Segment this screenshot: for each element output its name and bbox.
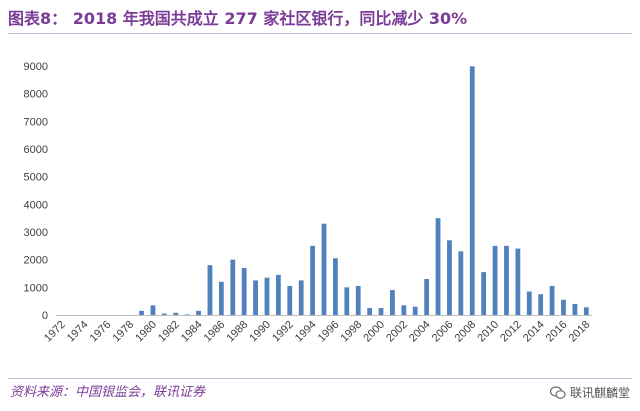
x-tick-label: 2004 (407, 319, 433, 345)
watermark-text: 联讯麒麟堂 (569, 386, 630, 400)
x-tick-label: 1988 (224, 319, 250, 345)
bar-1991 (275, 274, 281, 315)
bar-2018 (583, 307, 589, 315)
x-tick-label: 1990 (247, 319, 273, 345)
x-tick-label: 2000 (361, 319, 387, 345)
bar-1999 (367, 308, 373, 315)
bar-1997 (344, 287, 350, 315)
chart-title: 图表8： 2018 年我国共成立 277 家社区银行，同比减少 30% (8, 9, 468, 28)
x-tick-label: 2002 (384, 319, 410, 345)
x-tick-label: 1976 (88, 319, 114, 345)
bar-2015 (549, 285, 555, 315)
bar-2008 (469, 66, 475, 315)
x-tick-label: 1996 (316, 319, 342, 345)
x-tick-label: 1974 (65, 319, 91, 345)
bar-1984 (196, 310, 201, 315)
bar-1994 (310, 245, 315, 315)
bar-2017 (572, 303, 578, 315)
bar-1992 (287, 285, 293, 315)
bar-1990 (264, 277, 270, 315)
watermark: 联讯麒麟堂 (549, 382, 630, 404)
y-tick-label: 3000 (24, 227, 48, 239)
bar-series (139, 66, 589, 315)
bar-1986 (218, 281, 224, 315)
x-tick-label: 1986 (202, 319, 228, 345)
bar-1988 (241, 267, 247, 315)
bar-chart: 0 1000 2000 3000 4000 5000 6000 7000 8000 9000 19… (24, 61, 593, 345)
x-tick-label: 2010 (475, 319, 501, 345)
source-note: 资料来源：中国银监会，联讯证券 (10, 385, 206, 400)
y-tick-label: 6000 (24, 144, 48, 156)
x-tick-label: 2012 (498, 319, 524, 345)
bar-2006 (447, 240, 452, 315)
x-tick-label: 1992 (270, 319, 296, 345)
x-tick-label: 1982 (156, 319, 182, 345)
bar-2009 (481, 272, 487, 315)
bar-1987 (230, 259, 236, 315)
y-tick-label: 1000 (24, 282, 48, 294)
bar-2011 (504, 245, 509, 315)
bar-2002 (401, 305, 407, 315)
bar-1996 (333, 258, 338, 315)
x-tick-label: 1972 (42, 319, 68, 345)
y-axis-ticks: 0 1000 2000 3000 4000 5000 6000 7000 8000 9000 (24, 61, 48, 322)
x-tick-label: 1984 (179, 319, 205, 345)
x-tick-label: 1978 (110, 319, 136, 345)
y-tick-label: 8000 (24, 89, 48, 101)
bar-2000 (378, 308, 384, 315)
x-tick-label: 1998 (339, 319, 365, 345)
bar-2016 (561, 299, 566, 315)
x-tick-label: 2006 (430, 319, 456, 345)
bar-1989 (253, 280, 258, 315)
x-tick-label: 1980 (133, 319, 159, 345)
bar-2005 (435, 218, 441, 315)
y-tick-label: 9000 (24, 61, 48, 73)
x-tick-label: 2018 (567, 319, 593, 345)
source-divider (8, 378, 632, 379)
bar-2012 (515, 248, 521, 315)
bar-2007 (458, 251, 464, 315)
x-tick-label: 2014 (521, 319, 547, 345)
y-tick-label: 7000 (24, 116, 48, 128)
bar-2013 (526, 291, 532, 315)
bar-2001 (390, 290, 395, 315)
x-tick-label: 2008 (453, 319, 479, 345)
y-tick-label: 5000 (24, 172, 48, 184)
bar-1980 (150, 305, 156, 315)
bar-2003 (412, 306, 418, 315)
x-axis-ticks: 1972197419761978198019821984198619881990… (42, 319, 592, 345)
bar-1995 (321, 223, 327, 315)
bar-1982 (173, 312, 179, 315)
bar-2010 (492, 245, 498, 315)
bar-1983 (184, 314, 190, 315)
bar-1985 (207, 265, 213, 315)
bar-2004 (424, 279, 430, 315)
bar-1998 (355, 285, 361, 315)
bar-2014 (538, 294, 544, 315)
y-tick-label: 0 (42, 310, 48, 322)
wechat-icon (549, 386, 566, 399)
y-tick-label: 2000 (24, 255, 48, 267)
title-divider (8, 33, 632, 34)
y-tick-label: 4000 (24, 199, 48, 211)
x-tick-label: 1994 (293, 319, 319, 345)
bar-1981 (161, 313, 167, 315)
x-tick-label: 2016 (544, 319, 570, 345)
bar-1993 (298, 280, 304, 315)
bar-1979 (139, 310, 144, 315)
